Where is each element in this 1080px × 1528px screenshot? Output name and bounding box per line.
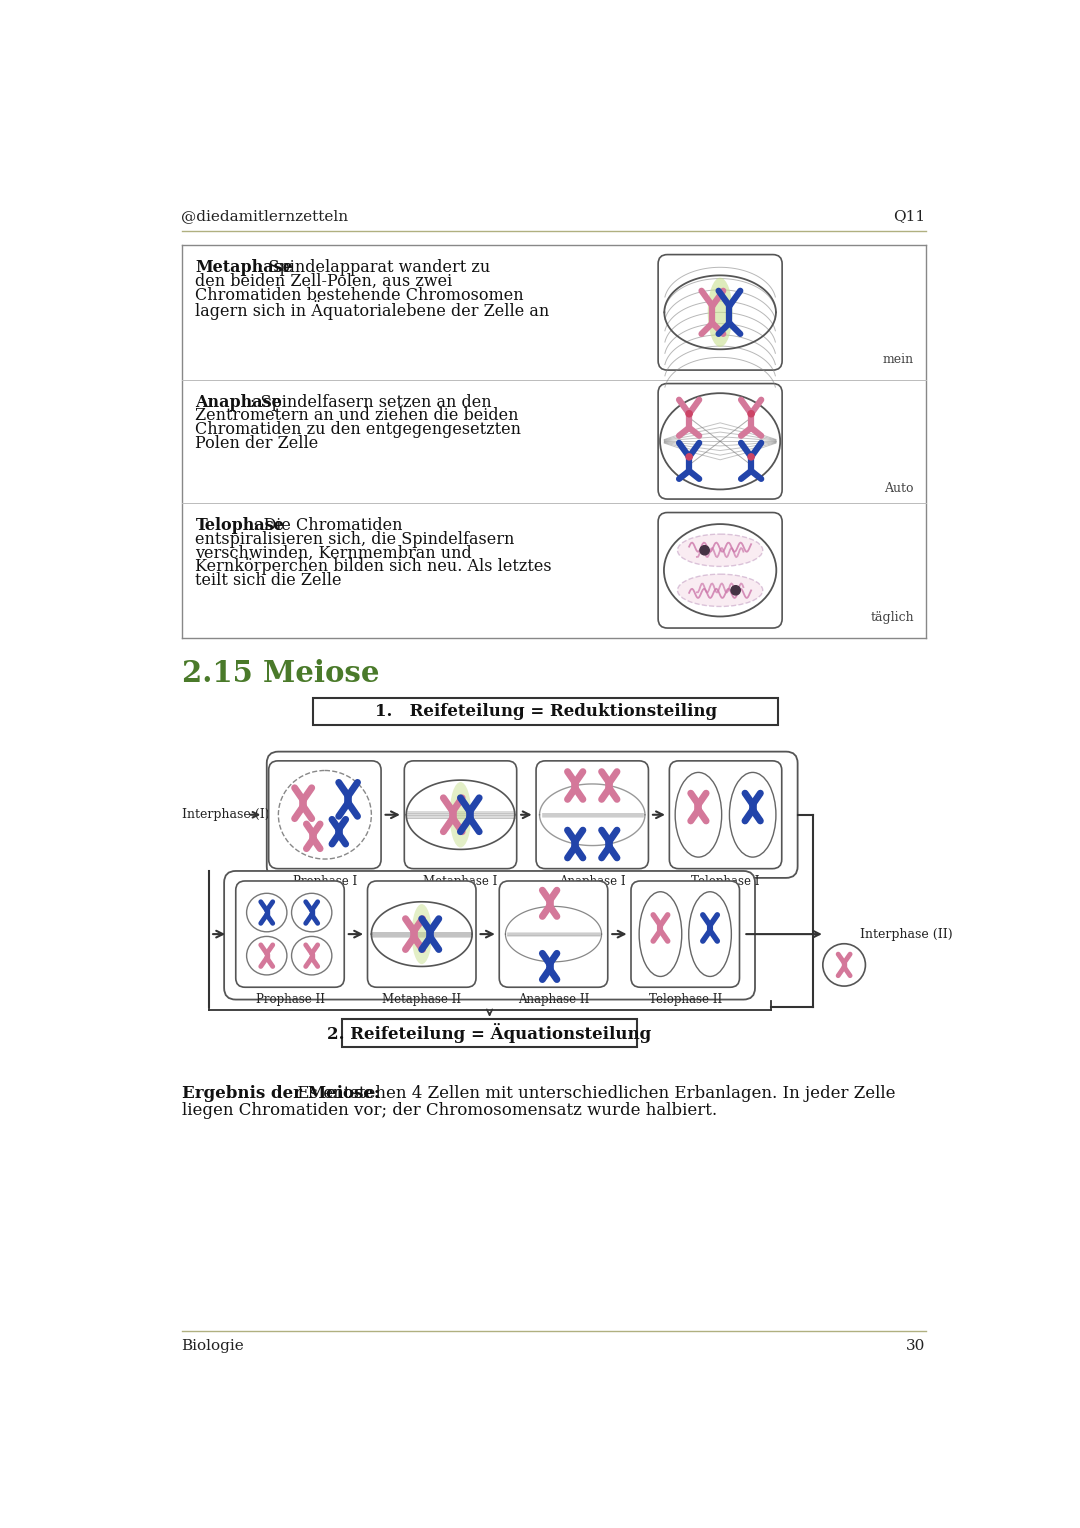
Text: teilt sich die Zelle: teilt sich die Zelle [195,571,342,590]
Text: verschwinden, Kernmembran und: verschwinden, Kernmembran und [195,544,472,561]
Text: mein: mein [882,353,914,367]
Text: Telophase: Telophase [195,516,284,533]
Text: Biologie: Biologie [181,1339,244,1354]
FancyBboxPatch shape [342,1019,637,1047]
Ellipse shape [729,773,775,857]
Text: : Spindelapparat wandert zu: : Spindelapparat wandert zu [258,258,490,277]
Text: Prophase I: Prophase I [293,876,357,888]
Ellipse shape [639,892,681,976]
Ellipse shape [246,937,287,975]
Text: Chromatiden zu den entgegengesetzten: Chromatiden zu den entgegengesetzten [195,422,522,439]
Circle shape [700,545,710,555]
FancyBboxPatch shape [235,882,345,987]
Text: 30: 30 [906,1339,926,1354]
FancyBboxPatch shape [670,761,782,868]
Circle shape [748,411,754,417]
FancyBboxPatch shape [269,761,381,868]
FancyBboxPatch shape [404,761,516,868]
Ellipse shape [664,524,777,616]
Text: Anaphase I: Anaphase I [559,876,625,888]
Text: Interphase (I): Interphase (I) [181,808,269,821]
Text: täglich: täglich [870,611,914,623]
Circle shape [686,411,692,417]
Text: @diedamitlernzetteln: @diedamitlernzetteln [181,209,349,223]
Text: den beiden Zell-Polen, aus zwei: den beiden Zell-Polen, aus zwei [195,272,453,290]
Text: : Spindelfasern setzen an den: : Spindelfasern setzen an den [251,394,492,411]
FancyBboxPatch shape [658,255,782,370]
Ellipse shape [677,535,762,567]
Ellipse shape [411,905,432,964]
Ellipse shape [246,894,287,932]
Text: Zentrometern an und ziehen die beiden: Zentrometern an und ziehen die beiden [195,408,519,425]
FancyBboxPatch shape [225,871,755,999]
Text: liegen Chromatiden vor; der Chromosomensatz wurde halbiert.: liegen Chromatiden vor; der Chromosomens… [181,1102,717,1118]
Text: Prophase II: Prophase II [256,993,324,1007]
Circle shape [686,454,692,460]
Text: Metaphase I: Metaphase I [423,876,498,888]
Ellipse shape [279,770,372,859]
FancyBboxPatch shape [658,512,782,628]
Text: entspiralisieren sich, die Spindelfasern: entspiralisieren sich, die Spindelfasern [195,530,515,547]
Circle shape [748,454,754,460]
Text: Anaphase II: Anaphase II [517,993,590,1007]
Text: Metaphase: Metaphase [195,258,293,277]
Text: Telophase I: Telophase I [691,876,760,888]
Ellipse shape [660,393,780,489]
FancyBboxPatch shape [367,882,476,987]
Text: Chromatiden bestehende Chromosomen: Chromatiden bestehende Chromosomen [195,287,524,304]
Text: Interphase (II): Interphase (II) [860,927,953,941]
Text: Q11: Q11 [893,209,926,223]
FancyBboxPatch shape [267,752,798,879]
Text: 1.   Reifeteilung = Reduktionsteiling: 1. Reifeteilung = Reduktionsteiling [375,703,717,720]
Text: Auto: Auto [885,483,914,495]
Text: Ergebnis der Meiose:: Ergebnis der Meiose: [181,1085,379,1102]
Text: Es entstehen 4 Zellen mit unterschiedlichen Erbanlagen. In jeder Zelle: Es entstehen 4 Zellen mit unterschiedlic… [292,1085,895,1102]
Ellipse shape [823,944,865,986]
Text: : Die Chromatiden: : Die Chromatiden [253,516,402,533]
Text: Telophase II: Telophase II [649,993,721,1007]
Text: Metaphase II: Metaphase II [382,993,461,1007]
Ellipse shape [675,773,721,857]
FancyBboxPatch shape [658,384,782,500]
Circle shape [731,585,740,594]
Text: Polen der Zelle: Polen der Zelle [195,435,319,452]
FancyBboxPatch shape [631,882,740,987]
Ellipse shape [292,894,332,932]
Text: 2. Reifeteilung = Äquationsteilung: 2. Reifeteilung = Äquationsteilung [327,1022,651,1042]
Text: 2.15 Meiose: 2.15 Meiose [181,659,379,688]
Text: lagern sich in Äquatorialebene der Zelle an: lagern sich in Äquatorialebene der Zelle… [195,301,550,321]
Text: Kernkörperchen bilden sich neu. Als letztes: Kernkörperchen bilden sich neu. Als letz… [195,558,552,576]
FancyBboxPatch shape [536,761,648,868]
FancyBboxPatch shape [313,698,779,726]
Ellipse shape [707,278,732,347]
Ellipse shape [449,782,471,848]
FancyBboxPatch shape [499,882,608,987]
Ellipse shape [689,892,731,976]
Text: Anaphase: Anaphase [195,394,282,411]
Ellipse shape [677,575,762,607]
Ellipse shape [292,937,332,975]
